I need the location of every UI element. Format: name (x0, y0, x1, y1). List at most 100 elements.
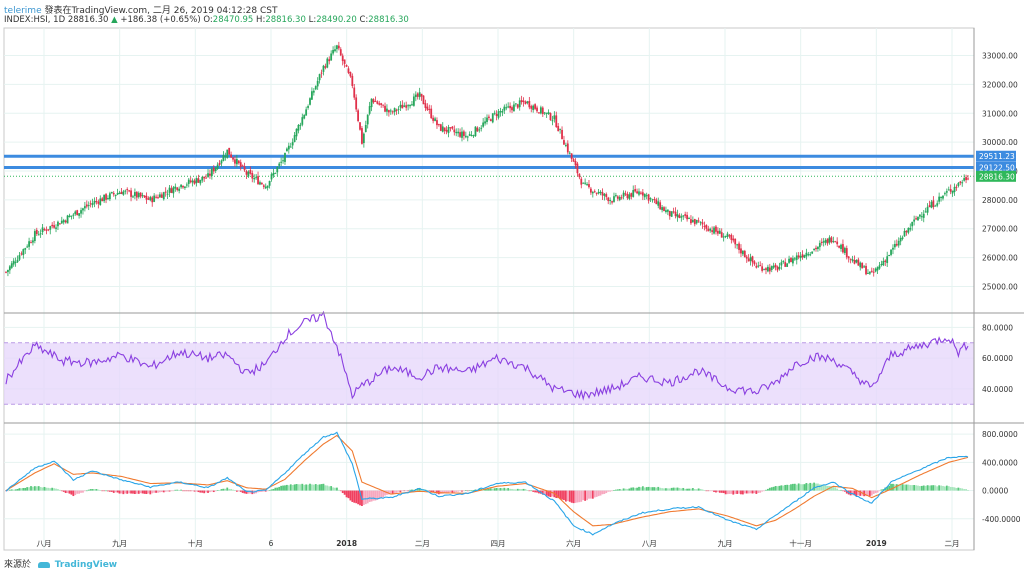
macd-histogram-bar (243, 490, 246, 494)
time-scale[interactable]: 八月 九月 十月 6 2018 二月 四月 六月 八月 九月 十一月 2019 二月 (37, 538, 960, 548)
author-link[interactable]: telerime (4, 6, 42, 16)
candle-body (559, 128, 562, 130)
macd-histogram-bar (793, 483, 796, 491)
candle-body (532, 105, 535, 111)
candle-body (220, 160, 223, 164)
candle-body (655, 199, 658, 205)
candle-body (749, 257, 752, 261)
candle-body (305, 109, 308, 116)
macd-histogram-bar (434, 490, 436, 493)
candle-body (178, 188, 181, 191)
candle-body (603, 193, 606, 196)
macd-histogram-bar (868, 490, 871, 496)
candle-body (355, 97, 358, 110)
macd-histogram-bar (80, 490, 82, 493)
candle-body (457, 131, 460, 134)
macd-histogram-bar (693, 489, 696, 491)
macd-histogram-bar (501, 488, 504, 491)
candle-body (691, 219, 694, 223)
macd-histogram-bar (543, 490, 546, 495)
candle-body (262, 185, 265, 187)
candle-body (372, 99, 375, 103)
macd-histogram-bar (936, 486, 939, 491)
candle-body (522, 100, 525, 103)
candle-body (172, 187, 175, 194)
candle-body (5, 271, 7, 273)
macd-histogram-bar (135, 490, 138, 494)
candle-body (588, 184, 590, 188)
candle-body (443, 127, 446, 131)
macd-histogram-bar (87, 489, 90, 491)
close-label: C: (359, 15, 369, 25)
brand-label[interactable]: TradingView (54, 560, 118, 570)
candle-body (68, 215, 71, 218)
macd-histogram-bar (797, 483, 800, 491)
interval-label: 1D (53, 15, 66, 25)
macd-histogram-bar (143, 490, 146, 494)
candle-body (274, 172, 277, 174)
price-scale[interactable]: 25000.0026000.0027000.0028000.0029000.00… (976, 52, 1021, 524)
candle-body (451, 126, 454, 129)
macd-histogram-bar (489, 488, 492, 491)
time-tick-label: 十一月 (789, 538, 812, 548)
candle-body (711, 230, 714, 232)
macd-histogram-bar (655, 487, 658, 491)
candle-body (112, 192, 115, 195)
macd-histogram-bar (907, 484, 910, 491)
candle-body (414, 94, 417, 97)
candle-body (626, 193, 629, 199)
candle-body (291, 142, 294, 146)
candle-body (284, 152, 286, 162)
candle-body (237, 160, 240, 164)
macd-histogram-bar (307, 484, 309, 491)
macd-histogram-bar (262, 490, 265, 492)
candle-body (741, 250, 744, 255)
macd-histogram-bar (805, 483, 808, 491)
macd-histogram-bar (588, 490, 590, 499)
candle-body (157, 197, 159, 199)
macd-histogram-bar (872, 490, 875, 494)
candle-body (345, 64, 348, 67)
macd-histogram-bar (468, 490, 471, 492)
candle-body (232, 157, 234, 160)
macd-histogram-bar (180, 489, 182, 491)
macd-histogram-bar (795, 484, 798, 491)
change-value: +186.38 (+0.65%) (120, 15, 201, 25)
macd-histogram-bar (822, 484, 825, 491)
candle-body (845, 248, 848, 258)
candle-body (957, 182, 960, 186)
candle-body (753, 261, 756, 265)
macd-histogram-bar (58, 489, 61, 491)
candle-body (855, 259, 858, 263)
macd-histogram-bar (82, 490, 84, 493)
macd-histogram-bar (536, 490, 538, 493)
candle-body (722, 236, 725, 238)
candle-body (135, 191, 138, 198)
candle-body (709, 228, 712, 231)
macd-histogram-bar (559, 490, 562, 500)
macd-histogram-bar (241, 490, 244, 493)
candle-body (26, 246, 29, 248)
macd-histogram-bar (790, 484, 792, 491)
macd-histogram-bar (26, 487, 29, 491)
candle-body (253, 178, 256, 180)
macd-histogram-bar (834, 487, 837, 491)
macd-histogram-bar (18, 488, 21, 491)
macd-histogram-bar (220, 489, 223, 491)
candle-body (489, 119, 492, 122)
macd-tick-label: -400.0000 (982, 515, 1021, 524)
candle-body (486, 117, 488, 122)
candle-body (513, 104, 515, 112)
macd-histogram-bar (942, 485, 944, 491)
candle-body (582, 182, 585, 184)
candle-body (386, 108, 388, 112)
macd-histogram-bar (836, 488, 839, 491)
candle-body (949, 189, 952, 192)
horizontal-levels[interactable] (4, 154, 974, 177)
candle-body (416, 93, 419, 97)
candle-body (397, 108, 400, 110)
macd-histogram-bar (62, 490, 65, 492)
candle-body (580, 178, 583, 185)
candle-body (336, 45, 338, 50)
